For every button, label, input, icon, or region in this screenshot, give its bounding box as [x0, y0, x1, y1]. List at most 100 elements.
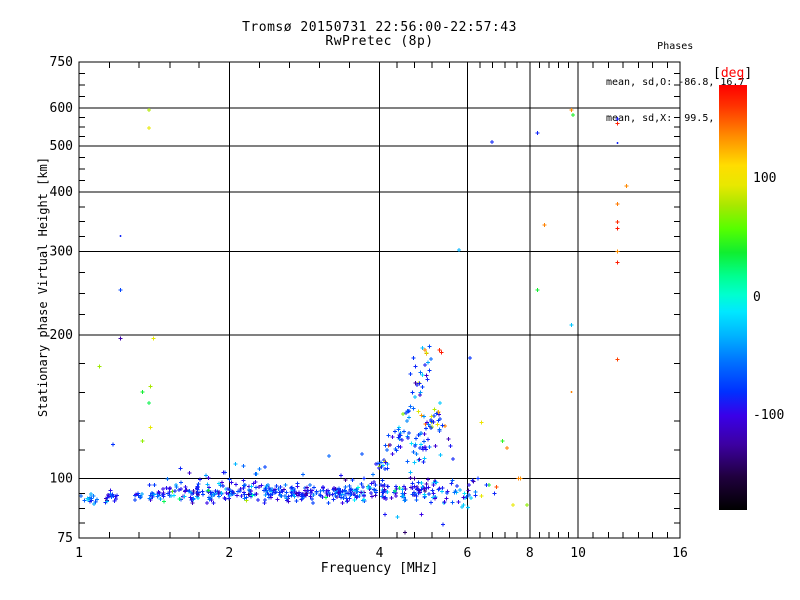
data-point: [340, 501, 345, 506]
data-point: [422, 348, 427, 353]
data-point: [379, 460, 383, 465]
data-point: [460, 504, 465, 509]
data-point: [398, 444, 403, 449]
data-point: [347, 484, 352, 489]
data-point: [274, 483, 279, 488]
data-point: [269, 489, 273, 494]
data-point: [615, 117, 620, 122]
data-point: [311, 501, 316, 506]
data-point: [402, 498, 407, 503]
data-point: [500, 438, 505, 443]
data-point: [449, 481, 454, 486]
data-point: [376, 461, 381, 466]
data-point: [345, 491, 350, 496]
data-point: [321, 488, 326, 493]
data-point: [467, 493, 471, 497]
data-point: [431, 420, 436, 424]
data-point: [413, 381, 418, 386]
data-point: [272, 490, 277, 495]
data-point: [403, 530, 407, 535]
data-point: [290, 485, 294, 490]
data-point: [369, 481, 374, 486]
data-point: [267, 486, 272, 490]
data-point: [229, 480, 234, 485]
data-point: [382, 487, 387, 492]
data-point: [419, 431, 424, 436]
data-point: [275, 497, 280, 502]
data-point: [360, 485, 365, 490]
data-point: [437, 348, 442, 353]
data-point: [469, 496, 473, 500]
x-tick-label: 4: [376, 546, 384, 561]
data-point: [440, 522, 445, 527]
data-point: [386, 484, 391, 489]
data-point: [206, 488, 211, 493]
data-point: [379, 483, 383, 487]
data-point: [241, 478, 246, 483]
data-point: [307, 483, 312, 488]
data-point: [444, 496, 449, 501]
data-point: [407, 431, 412, 435]
data-point: [394, 484, 399, 489]
x-tick-label: 2: [225, 546, 233, 561]
data-point: [467, 356, 472, 361]
data-point: [422, 445, 427, 449]
data-point: [438, 453, 443, 458]
data-point: [420, 373, 425, 378]
data-point: [382, 467, 387, 471]
data-point: [167, 490, 172, 494]
data-point: [204, 501, 209, 506]
data-point: [408, 404, 413, 409]
y-tick-label: 400: [50, 185, 73, 200]
data-point: [108, 491, 113, 496]
data-point: [309, 490, 314, 495]
data-point: [304, 485, 309, 490]
data-point: [88, 492, 93, 496]
data-point: [405, 436, 410, 440]
data-point: [196, 493, 201, 498]
data-point: [140, 438, 145, 443]
data-point: [311, 493, 316, 498]
x-tick-label: 1: [75, 546, 83, 561]
data-point: [114, 496, 119, 501]
data-point: [373, 490, 378, 495]
data-point: [401, 493, 406, 498]
data-point: [196, 482, 201, 487]
data-point: [327, 454, 332, 459]
data-point: [294, 491, 299, 496]
data-point: [146, 401, 151, 406]
y-tick-label: 750: [50, 55, 73, 70]
data-point: [179, 487, 184, 492]
data-point: [201, 492, 206, 497]
data-point: [419, 413, 424, 418]
data-point: [419, 512, 424, 517]
data-point: [146, 108, 151, 113]
data-point: [412, 484, 417, 489]
data-point: [351, 488, 356, 493]
data-point: [426, 360, 431, 365]
data-point: [431, 483, 436, 487]
data-point: [430, 495, 435, 500]
data-point: [425, 377, 430, 382]
data-point: [570, 391, 573, 393]
data-point: [383, 460, 388, 465]
data-point: [624, 183, 629, 188]
data-point: [235, 493, 240, 498]
data-point: [535, 287, 540, 292]
data-point: [398, 433, 403, 438]
data-point: [406, 409, 411, 413]
data-point: [118, 336, 123, 341]
data-point: [382, 482, 387, 487]
data-point: [394, 448, 399, 453]
data-point: [148, 493, 153, 498]
data-point: [403, 486, 408, 491]
data-point: [318, 489, 323, 494]
data-point: [407, 415, 412, 420]
data-point: [424, 426, 428, 431]
data-point: [382, 512, 387, 517]
data-point: [387, 443, 392, 448]
data-point: [336, 490, 341, 495]
data-point: [270, 492, 275, 497]
data-point: [292, 486, 297, 491]
